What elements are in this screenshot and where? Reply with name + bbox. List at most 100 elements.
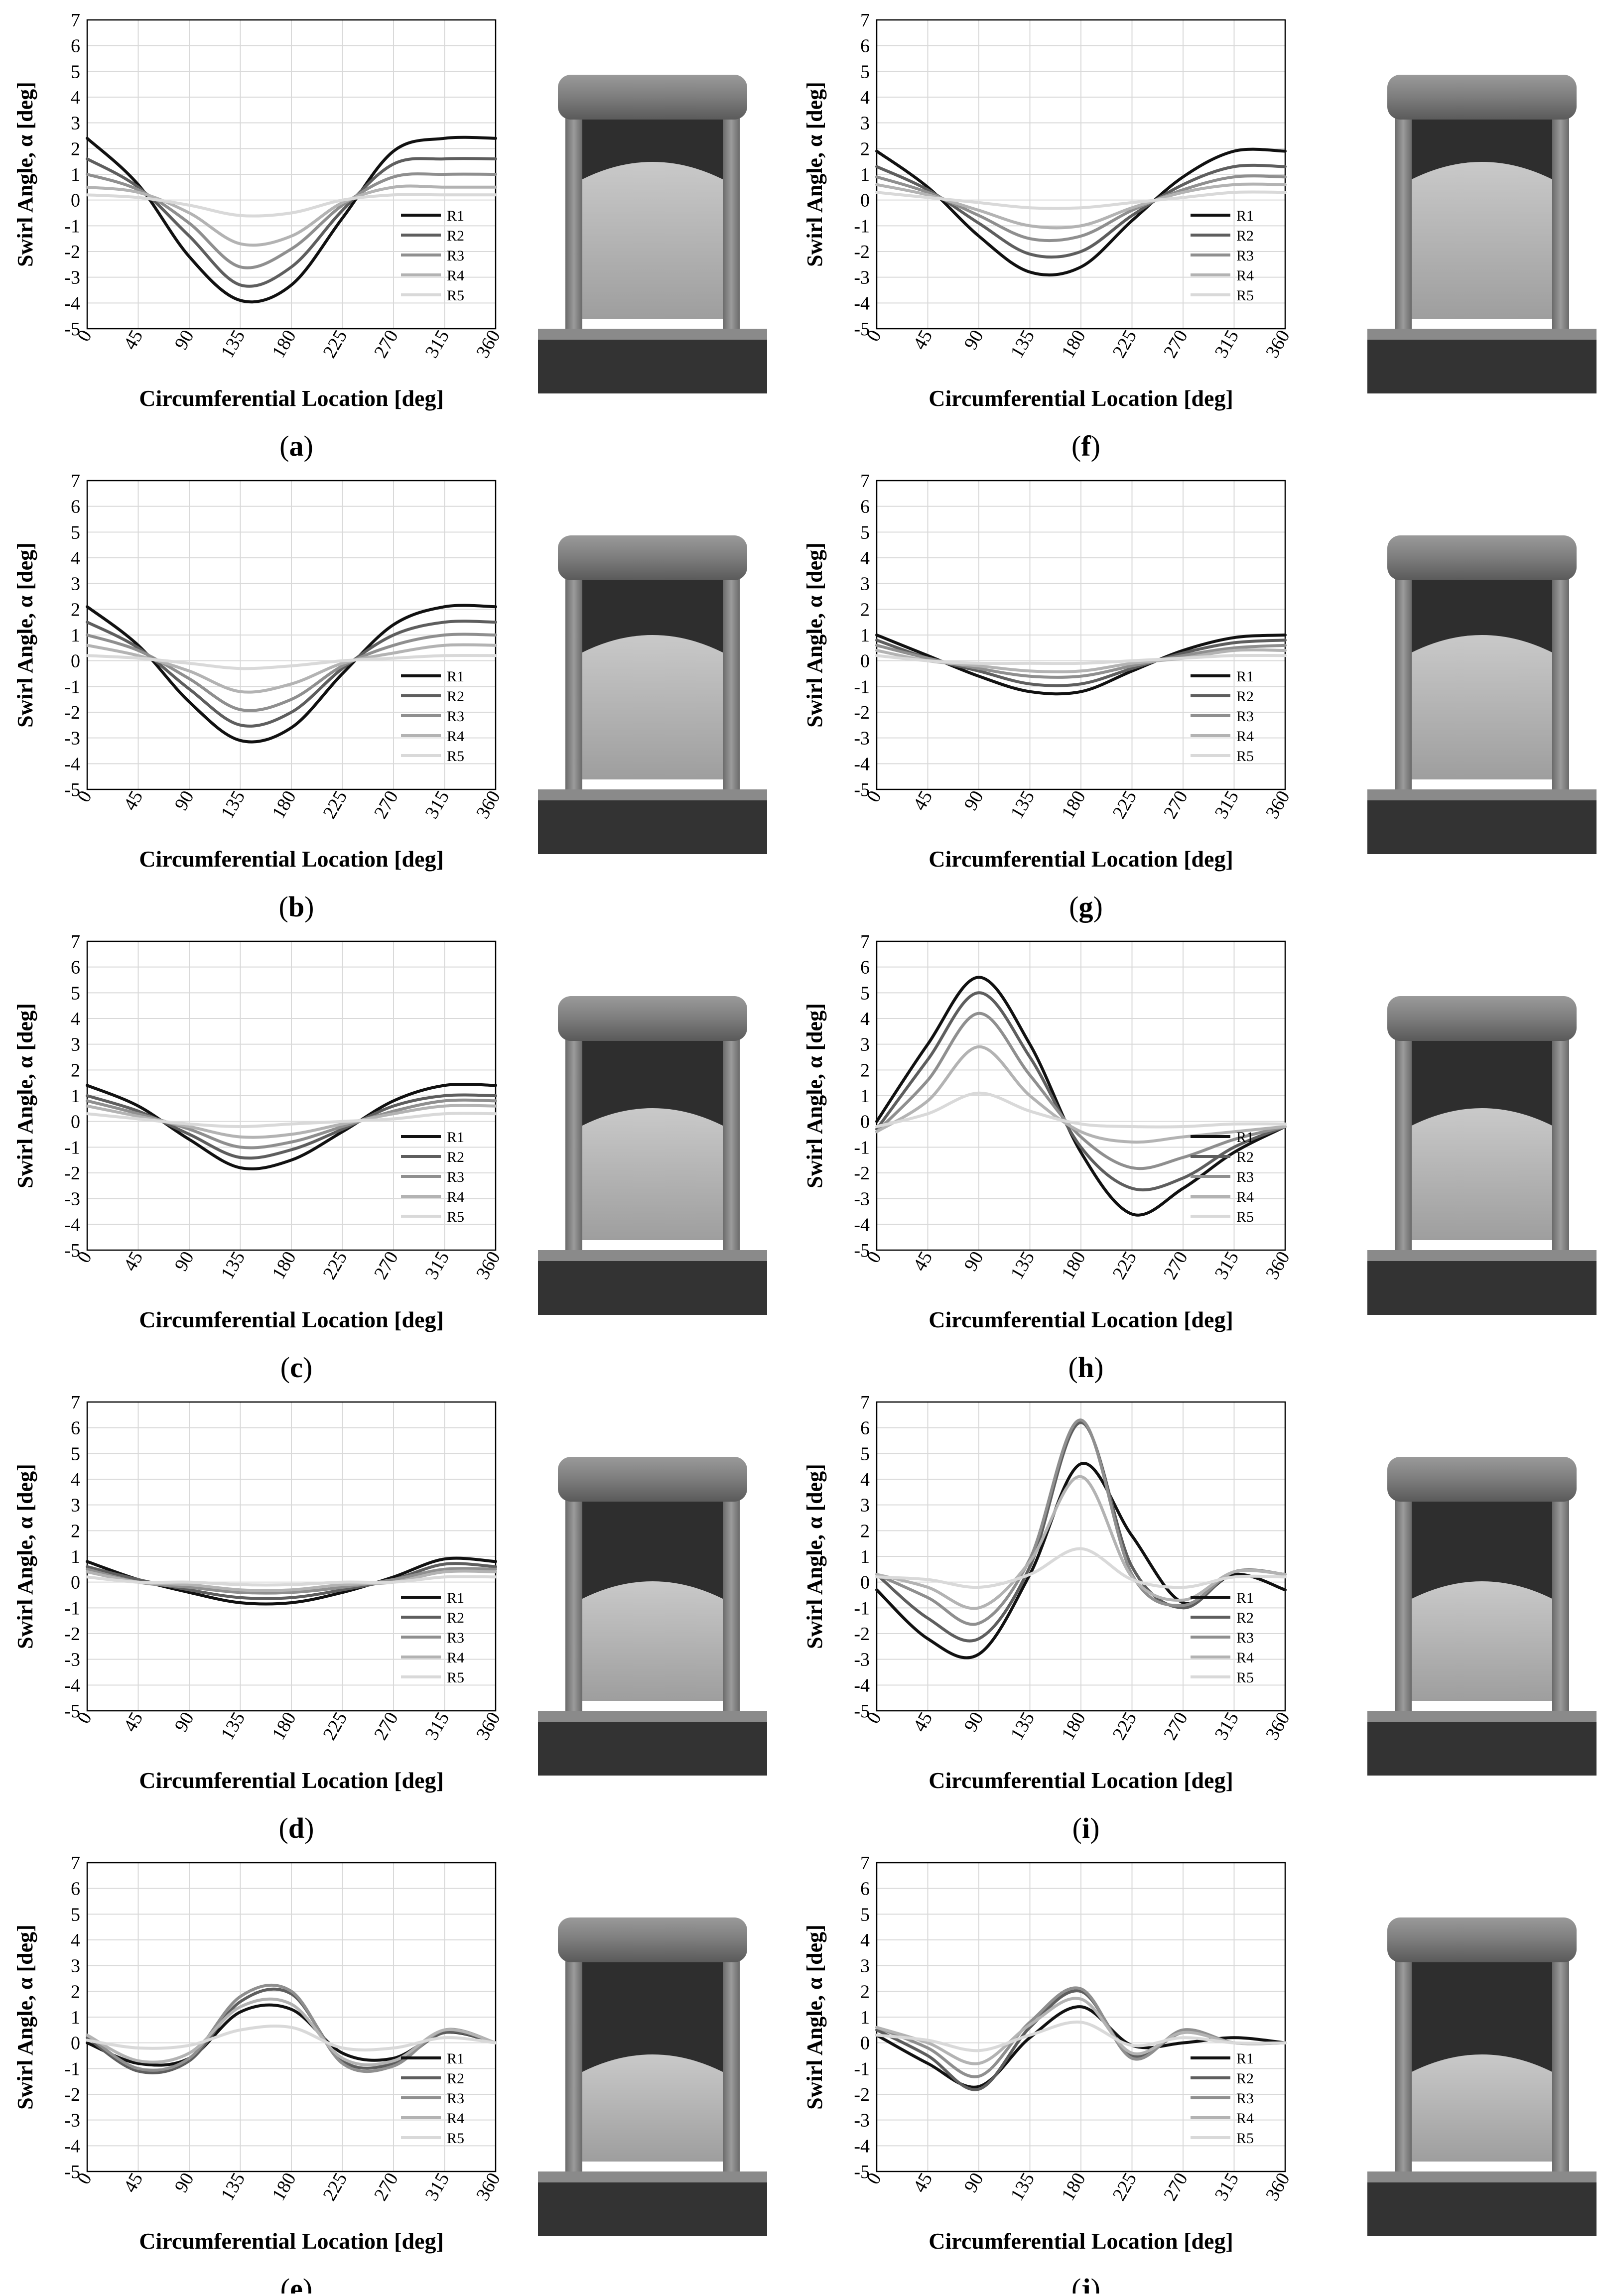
- series-line-R1: [86, 135, 497, 304]
- legend-label-R4: R4: [447, 1189, 464, 1205]
- legend-label-R4: R4: [447, 2110, 464, 2127]
- legend-label-R3: R3: [447, 708, 464, 725]
- x-tick-label: 45: [120, 1248, 147, 1275]
- x-tick-label: 45: [120, 2169, 147, 2196]
- y-tick-label: 4: [860, 548, 870, 569]
- y-tick-label: 4: [71, 1469, 80, 1490]
- y-tick-label: 6: [71, 1879, 80, 1900]
- x-tick-label: 135: [217, 327, 249, 362]
- y-tick-label: -2: [854, 702, 870, 723]
- y-tick-label: -1: [854, 1137, 870, 1158]
- x-tick-label: 180: [268, 1709, 300, 1744]
- y-tick-label: 5: [71, 1443, 80, 1464]
- y-tick-label: 5: [860, 61, 870, 82]
- y-tick-label: -4: [64, 1675, 80, 1696]
- x-tick-label: 180: [268, 327, 300, 362]
- series-line-R5: [86, 2025, 497, 2051]
- x-tick-label: 225: [319, 327, 351, 362]
- y-tick-label: -1: [64, 2058, 80, 2079]
- x-tick-label: 90: [960, 1709, 987, 1736]
- cascade-vane-render-icon: [538, 1457, 767, 1776]
- top-cap: [558, 535, 747, 580]
- x-axis-label: Circumferential Location [deg]: [139, 385, 444, 411]
- plot-frame: [876, 1862, 1286, 2172]
- x-tick-label: 270: [1160, 327, 1192, 362]
- base-block: [1367, 2181, 1597, 2236]
- legend-label-R5: R5: [1236, 2130, 1254, 2147]
- x-tick-label: 225: [1108, 327, 1141, 362]
- legend-label-R2: R2: [447, 1149, 464, 1165]
- y-tick-label: 7: [860, 1853, 870, 1874]
- y-tick-label: 3: [860, 1034, 870, 1055]
- x-tick-label: 360: [1262, 2169, 1294, 2204]
- y-tick-label: -5: [64, 1701, 80, 1722]
- cascade-vane-render-icon: [538, 535, 767, 854]
- x-tick-label: 270: [1160, 1709, 1192, 1744]
- y-tick-label: 5: [860, 522, 870, 543]
- x-tick-label: 315: [1210, 327, 1243, 362]
- panel-label: (c): [280, 1351, 312, 1384]
- y-tick-label: 2: [860, 1060, 870, 1081]
- base-plate: [538, 789, 767, 800]
- legend-label-R4: R4: [1236, 267, 1254, 284]
- y-tick-label: -2: [64, 242, 80, 262]
- flow-surface: [1412, 635, 1552, 779]
- legend-label-R3: R3: [1236, 708, 1254, 725]
- x-tick-label: 225: [1108, 2169, 1141, 2204]
- cascade-vane-render-icon: [538, 75, 767, 393]
- x-tick-label: 315: [421, 327, 453, 362]
- x-tick-label: 270: [370, 787, 402, 822]
- left-wall: [565, 565, 582, 789]
- y-tick-label: -3: [854, 1189, 870, 1210]
- panel-label: (b): [279, 891, 314, 923]
- legend-label-R3: R3: [447, 1169, 464, 1185]
- y-tick-label: 6: [860, 36, 870, 57]
- series-line-R5: [875, 1547, 1287, 1589]
- y-tick-label: 4: [71, 548, 80, 569]
- flow-surface: [582, 635, 723, 779]
- y-axis-label: Swirl Angle, α [deg]: [802, 542, 827, 728]
- y-tick-label: 5: [860, 983, 870, 1004]
- y-tick-label: -3: [854, 1650, 870, 1670]
- x-tick-label: 360: [1262, 327, 1294, 362]
- x-tick-label: 315: [1210, 1709, 1243, 1744]
- x-tick-label: 180: [1058, 2169, 1090, 2204]
- base-block: [538, 1721, 767, 1776]
- y-tick-label: 7: [860, 1392, 870, 1413]
- cascade-vane-render-icon: [1367, 75, 1597, 393]
- legend: R1 R2 R3 R4 R5: [1191, 2050, 1254, 2147]
- x-tick-label: 90: [960, 2169, 987, 2196]
- legend: R1 R2 R3 R4 R5: [1191, 668, 1254, 765]
- plot-frame: [86, 1401, 497, 1712]
- x-tick-label: 135: [217, 1709, 249, 1744]
- x-tick-label: 135: [1006, 1709, 1039, 1744]
- series-line-R5: [86, 653, 497, 670]
- x-axis-label: Circumferential Location [deg]: [929, 2228, 1233, 2254]
- y-tick-label: -4: [854, 754, 870, 774]
- panel-label: (f): [1071, 430, 1100, 462]
- y-tick-label: 5: [71, 983, 80, 1004]
- y-tick-label: 1: [860, 1546, 870, 1567]
- legend-label-R5: R5: [1236, 1669, 1254, 1686]
- x-tick-label: 90: [170, 1709, 198, 1736]
- legend-label-R3: R3: [447, 248, 464, 264]
- x-tick-label: 360: [472, 2169, 505, 2204]
- y-tick-label: 4: [71, 87, 80, 108]
- y-tick-label: 2: [860, 1981, 870, 2002]
- y-tick-label: -2: [64, 1163, 80, 1184]
- y-tick-label: -2: [854, 1163, 870, 1184]
- y-tick-label: 7: [71, 471, 80, 492]
- series-line-R5: [875, 653, 1287, 665]
- y-tick-label: -5: [854, 1240, 870, 1261]
- flow-surface: [1412, 162, 1552, 319]
- panel-label: (j): [1071, 2273, 1100, 2294]
- legend: R1 R2 R3 R4 R5: [401, 1129, 464, 1225]
- left-wall: [1395, 105, 1412, 329]
- y-tick-label: 3: [71, 1034, 80, 1055]
- flow-surface: [582, 2054, 723, 2162]
- y-tick-label: -4: [854, 2136, 870, 2157]
- top-cap: [1387, 75, 1577, 120]
- x-tick-label: 360: [1262, 1248, 1294, 1283]
